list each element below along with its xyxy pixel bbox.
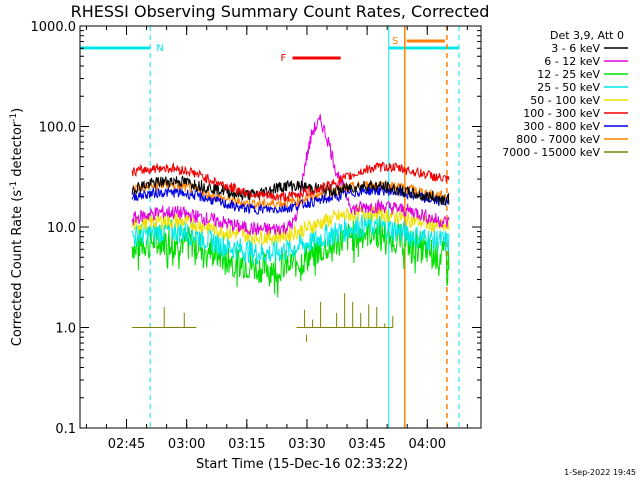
y-tick-label: 1.0: [55, 322, 76, 337]
flare-label: F: [281, 53, 287, 64]
y-tick-label: 0.1: [55, 422, 76, 437]
legend-label: 800 - 7000 keV: [516, 133, 600, 146]
legend-label: 12 - 25 keV: [537, 68, 600, 81]
x-tick-label: 03:30: [288, 437, 325, 452]
x-tick-label: 03:45: [348, 437, 385, 452]
series-line-0: [131, 175, 450, 207]
legend-label: 50 - 100 keV: [530, 94, 600, 107]
y-tick-label: 10.0: [47, 221, 76, 236]
chart-title: RHESSI Observing Summary Count Rates, Co…: [71, 2, 490, 21]
y-tick-label: 100.0: [39, 121, 76, 136]
night-label: N: [156, 43, 163, 54]
y-axis-label: Corrected Count Rate (s-1 detector-1): [9, 108, 25, 346]
legend-label: 6 - 12 keV: [544, 55, 600, 68]
legend-label: 25 - 50 keV: [537, 81, 600, 94]
legend-header: Det 3,9, Att 0: [550, 29, 624, 42]
saa-label: S: [392, 36, 398, 47]
series-line-5: [131, 161, 450, 203]
series-line-7: [131, 179, 450, 210]
x-axis-label: Start Time (15-Dec-16 02:33:22): [196, 457, 408, 472]
y-tick-label: 1000.0: [31, 20, 77, 35]
x-tick-label: 03:00: [168, 437, 205, 452]
x-tick-label: 04:00: [409, 437, 446, 452]
footer-timestamp: 1-Sep-2022 19:45: [564, 468, 636, 477]
axis-ticks: 0.1 1.0 10.0 100.0 1000.0 02:45 03:00 03:15 03:3…: [31, 20, 481, 452]
series-line-3: [131, 212, 450, 265]
plot-area: N S F: [79, 26, 460, 428]
series-line-4: [131, 202, 450, 246]
series-line-1: [131, 113, 450, 236]
x-tick-label: 03:15: [228, 437, 265, 452]
legend-label: 3 - 6 keV: [551, 42, 600, 55]
legend-label: 100 - 300 keV: [523, 107, 600, 120]
legend-label: 7000 - 15000 keV: [502, 146, 600, 159]
x-tick-label: 02:45: [108, 437, 145, 452]
legend-label: 300 - 800 keV: [523, 120, 600, 133]
